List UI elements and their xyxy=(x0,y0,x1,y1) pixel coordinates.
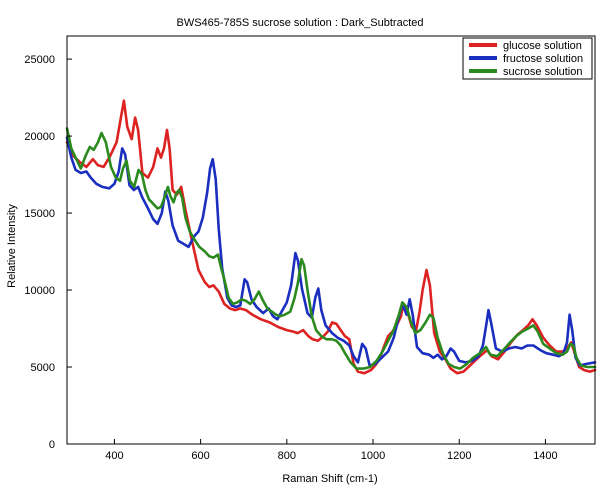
series-lines xyxy=(65,99,597,375)
legend-label-sucrose: sucrose solution xyxy=(503,66,583,78)
y-tick-label: 25000 xyxy=(24,54,55,66)
x-tick-label: 1000 xyxy=(361,450,385,462)
legend-label-fructose: fructose solution xyxy=(503,53,583,65)
y-axis: 0 5000 10000 15000 20000 25000 xyxy=(24,54,72,451)
y-axis-label: Relative Intensity xyxy=(6,204,18,288)
series-line-sucrose xyxy=(65,127,597,370)
x-axis-label: Raman Shift (cm-1) xyxy=(282,473,377,485)
x-tick-label: 400 xyxy=(105,450,123,462)
y-tick-label: 5000 xyxy=(31,362,55,374)
y-tick-label: 15000 xyxy=(24,208,55,220)
y-tick-label: 20000 xyxy=(24,131,55,143)
plot-frame xyxy=(66,35,596,445)
series-line-fructose xyxy=(65,136,597,367)
y-tick-label: 0 xyxy=(49,439,55,451)
series-line-glucose xyxy=(65,99,597,375)
x-tick-label: 1400 xyxy=(533,450,557,462)
y-tick-label: 10000 xyxy=(24,285,55,297)
x-tick-label: 800 xyxy=(278,450,296,462)
legend-label-glucose: glucose solution xyxy=(503,40,582,52)
x-axis: 400 600 800 1000 1200 1400 xyxy=(105,439,558,462)
x-tick-label: 1200 xyxy=(447,450,471,462)
x-tick-label: 600 xyxy=(191,450,209,462)
chart-title: BWS465-785S sucrose solution : Dark_Subt… xyxy=(176,17,423,29)
